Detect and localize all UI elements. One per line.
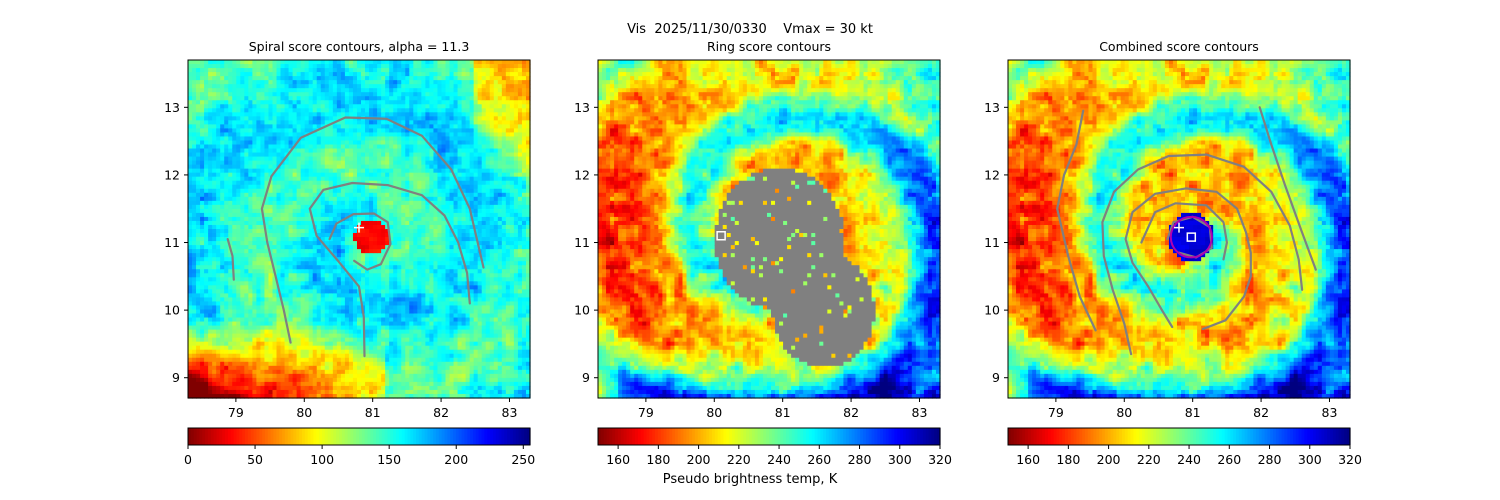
y-tick-label-2-12: 12 bbox=[574, 167, 590, 182]
colorbar-tick-label-2-300: 300 bbox=[888, 452, 912, 467]
colorbar-label: Pseudo brightness temp, K bbox=[0, 472, 1500, 487]
colorbar-tick-label-2-200: 200 bbox=[687, 452, 711, 467]
figure-suptitle: Vis 2025/11/30/0330 Vmax = 30 kt bbox=[0, 22, 1500, 37]
contour-line-3-4 bbox=[1101, 153, 1304, 356]
panel-2: 79 80 81 82 83 9 10 11 12 13 160 180 200 220 240 260 280… bbox=[574, 59, 952, 467]
colorbar-tick-label-3-200: 200 bbox=[1097, 452, 1121, 467]
colorbar-2: 160 180 200 220 240 260 280 300 320 bbox=[597, 427, 952, 467]
colorbar-tick-label-1-200: 200 bbox=[444, 452, 468, 467]
y-tick-label-3-9: 9 bbox=[992, 370, 1000, 385]
contour-line-3-3 bbox=[1124, 187, 1252, 331]
y-tick-label-1-12: 12 bbox=[164, 167, 180, 182]
colorbar-tick-label-2-320: 320 bbox=[928, 452, 952, 467]
panel-1-title: Spiral score contours, alpha = 11.3 bbox=[188, 39, 530, 54]
axes-frame-1 bbox=[187, 59, 531, 399]
colorbar-3: 160 180 200 220 240 260 280 300 320 bbox=[1007, 427, 1362, 467]
contour-line-3-6 bbox=[1258, 106, 1317, 271]
heatmap-2 bbox=[598, 60, 941, 399]
colorbar-tick-label-1-150: 150 bbox=[377, 452, 401, 467]
y-tick-label-3-13: 13 bbox=[984, 100, 1000, 115]
y-tick-label-2-10: 10 bbox=[574, 303, 590, 318]
y-tick-label-3-11: 11 bbox=[984, 235, 1000, 250]
y-tick-label-1-13: 13 bbox=[164, 100, 180, 115]
x-tick-label-1-79: 79 bbox=[228, 405, 244, 420]
spiral-center-cross-marker bbox=[1174, 222, 1184, 233]
colorbar-tick-label-2-280: 280 bbox=[848, 452, 872, 467]
panel-2-title: Ring score contours bbox=[598, 39, 940, 54]
contour-line-1-4 bbox=[226, 238, 235, 281]
axes-frame-2 bbox=[597, 59, 941, 399]
colorbar-tick-label-3-300: 300 bbox=[1298, 452, 1322, 467]
y-tick-label-2-9: 9 bbox=[582, 370, 590, 385]
contour-line-3-5 bbox=[1056, 109, 1097, 332]
panel-3: 79 80 81 82 83 9 10 11 12 13 160 180 200 220 240 260 280… bbox=[984, 59, 1362, 467]
colorbar-tick-label-1-50: 50 bbox=[247, 452, 263, 467]
y-tick-label-2-11: 11 bbox=[574, 235, 590, 250]
panel-1: 79 80 81 82 83 9 10 11 12 13 0 50 100 150 200 250 bbox=[164, 59, 535, 467]
y-tick-label-1-9: 9 bbox=[172, 370, 180, 385]
colorbar-tick-label-3-320: 320 bbox=[1338, 452, 1362, 467]
colorbar-tick-label-2-240: 240 bbox=[767, 452, 791, 467]
contour-line-3-2 bbox=[1140, 202, 1228, 261]
colorbar-tick-label-3-240: 240 bbox=[1177, 452, 1201, 467]
x-tick-label-1-83: 83 bbox=[502, 405, 518, 420]
colorbar-frame-2 bbox=[597, 427, 941, 446]
contour-line-1-1 bbox=[328, 212, 392, 271]
colorbar-tick-label-3-180: 180 bbox=[1056, 452, 1080, 467]
x-tick-label-3-81: 81 bbox=[1185, 405, 1201, 420]
x-tick-label-1-82: 82 bbox=[433, 405, 449, 420]
colorbar-tick-label-2-160: 160 bbox=[606, 452, 630, 467]
colorbar-tick-label-3-280: 280 bbox=[1258, 452, 1282, 467]
x-tick-label-3-80: 80 bbox=[1116, 405, 1132, 420]
x-tick-label-2-82: 82 bbox=[843, 405, 859, 420]
y-tick-label-1-11: 11 bbox=[164, 235, 180, 250]
ring-fit-circle bbox=[1169, 215, 1213, 259]
ring-center-square-marker bbox=[716, 231, 726, 241]
colorbar-frame-1 bbox=[187, 427, 531, 446]
colorbar-tick-label-2-220: 220 bbox=[727, 452, 751, 467]
x-tick-label-3-82: 82 bbox=[1253, 405, 1269, 420]
x-tick-label-3-79: 79 bbox=[1048, 405, 1064, 420]
colorbar-tick-label-3-160: 160 bbox=[1016, 452, 1040, 467]
ring-center-square-marker bbox=[1186, 232, 1197, 242]
x-tick-label-2-83: 83 bbox=[912, 405, 928, 420]
y-tick-label-3-10: 10 bbox=[984, 303, 1000, 318]
x-tick-label-1-81: 81 bbox=[365, 405, 381, 420]
colorbar-tick-label-3-260: 260 bbox=[1217, 452, 1241, 467]
y-tick-label-1-10: 10 bbox=[164, 303, 180, 318]
colorbar-tick-label-2-180: 180 bbox=[646, 452, 670, 467]
contour-line-1-2 bbox=[308, 181, 471, 358]
colorbar-tick-label-1-0: 0 bbox=[184, 452, 192, 467]
colorbar-frame-3 bbox=[1007, 427, 1351, 446]
axes-frame-3 bbox=[1007, 59, 1351, 399]
colorbar-1: 0 50 100 150 200 250 bbox=[184, 427, 535, 467]
colorbar-tick-label-1-100: 100 bbox=[310, 452, 334, 467]
spiral-center-cross-marker bbox=[354, 222, 364, 233]
x-tick-label-2-80: 80 bbox=[706, 405, 722, 420]
x-tick-label-3-83: 83 bbox=[1322, 405, 1338, 420]
y-tick-label-2-13: 13 bbox=[574, 100, 590, 115]
x-tick-label-2-81: 81 bbox=[775, 405, 791, 420]
panel-3-title: Combined score contours bbox=[1008, 39, 1350, 54]
x-tick-label-2-79: 79 bbox=[638, 405, 654, 420]
y-tick-label-3-12: 12 bbox=[984, 167, 1000, 182]
x-tick-label-1-80: 80 bbox=[296, 405, 312, 420]
colorbar-tick-label-1-250: 250 bbox=[511, 452, 535, 467]
colorbar-tick-label-2-260: 260 bbox=[807, 452, 831, 467]
contour-line-1-3 bbox=[260, 116, 485, 344]
colorbar-tick-label-3-220: 220 bbox=[1137, 452, 1161, 467]
